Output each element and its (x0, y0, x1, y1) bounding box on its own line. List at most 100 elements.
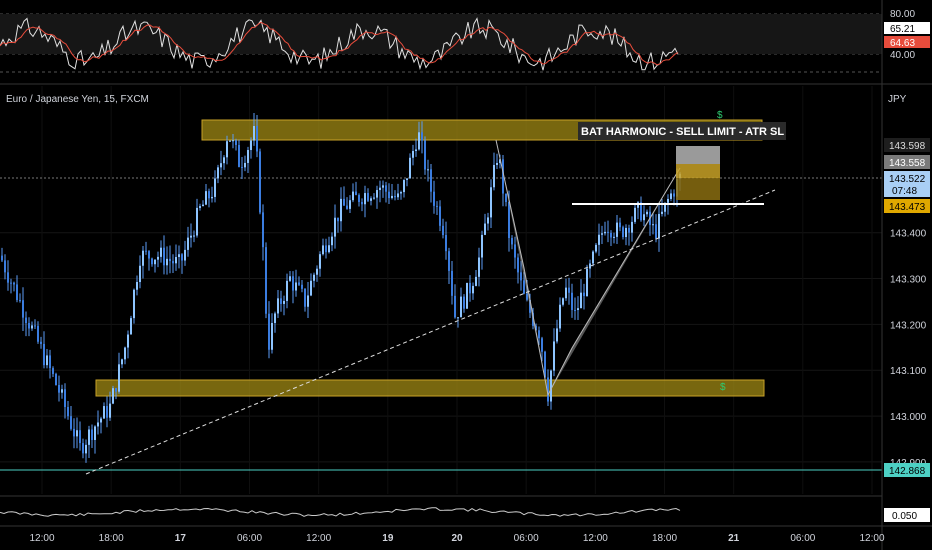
x-tick-label: 18:00 (99, 533, 124, 544)
candle-body (292, 276, 294, 291)
candle-body (373, 197, 375, 199)
candle-body (61, 389, 63, 393)
candle-body (268, 313, 270, 350)
candle-body (289, 276, 291, 281)
candle-body (16, 284, 18, 301)
candle-body (166, 258, 168, 266)
target-box[interactable] (676, 178, 720, 200)
rsi-value-badge: 65.21 (890, 24, 915, 35)
candle-body (535, 325, 537, 331)
candle-body (394, 195, 396, 198)
candle-body (190, 235, 192, 238)
candle-body (199, 206, 201, 208)
candle-body (331, 236, 333, 246)
candle-body (622, 227, 624, 238)
candle-body (256, 126, 258, 152)
candle-body (187, 237, 189, 250)
bat-harmonic-pattern[interactable] (495, 139, 681, 397)
candle-body (94, 426, 96, 440)
candle-body (232, 140, 234, 142)
candle-body (397, 193, 399, 198)
candle-body (547, 377, 549, 402)
candle-body (583, 292, 585, 297)
candle-body (670, 193, 672, 199)
candle-body (13, 282, 15, 285)
rsi-pane (0, 13, 882, 73)
candle-body (103, 406, 105, 419)
candle-body (481, 234, 483, 258)
currency-label: JPY (888, 94, 907, 105)
candle-body (415, 149, 417, 152)
pattern-outline (495, 139, 681, 397)
candle-body (31, 325, 33, 329)
candle-body (562, 298, 564, 305)
candle-body (70, 416, 72, 429)
candle-body (433, 191, 435, 206)
y-tick-label: 143.100 (890, 366, 927, 377)
candle-body (625, 227, 627, 238)
candle-body (313, 274, 315, 281)
time-axis[interactable]: 12:00 18:00 17 06:00 12:00 19 20 06:00 12:00 18:0… (29, 533, 884, 544)
candle-body (523, 280, 525, 294)
dollar-marker-bottom: $ (720, 382, 726, 393)
candle-body (430, 169, 432, 192)
trend-line[interactable] (85, 189, 776, 475)
candle-body (295, 282, 297, 291)
candle-body (490, 187, 492, 218)
candle-body (448, 251, 450, 271)
candle-body (418, 132, 420, 150)
candle-body (391, 195, 393, 199)
candle-body (172, 261, 174, 264)
candle-body (352, 191, 354, 201)
countdown-badge: 07:48 (892, 186, 917, 197)
symbol-title: Euro / Japanese Yen, 15, FXCM (6, 94, 149, 105)
candle-body (592, 251, 594, 264)
candle-body (55, 373, 57, 386)
candle-body (574, 309, 576, 311)
candle-body (127, 334, 129, 348)
candle-body (445, 235, 447, 252)
candle-body (136, 282, 138, 290)
candle-body (151, 258, 153, 265)
candle-body (502, 159, 504, 194)
candle-body (349, 200, 351, 209)
candle-body (442, 225, 444, 236)
candle-body (88, 429, 90, 445)
candle-body (577, 308, 579, 311)
candle-body (64, 389, 66, 407)
candle-body (193, 235, 195, 237)
candle-body (370, 198, 372, 201)
stop-loss-box[interactable] (676, 146, 720, 164)
volume-line (0, 507, 681, 517)
candle-body (49, 355, 51, 369)
candle-body (46, 355, 48, 366)
candle-body (85, 444, 87, 454)
entry-box[interactable] (676, 164, 720, 178)
rsi-level-upper: 80.00 (890, 9, 915, 20)
candle-body (526, 293, 528, 300)
candle-body (673, 193, 675, 197)
candle-body (631, 221, 633, 233)
candle-body (169, 258, 171, 262)
candle-body (223, 157, 225, 164)
support-zone[interactable] (95, 379, 765, 397)
candle-body (43, 343, 45, 366)
candle-body (220, 163, 222, 168)
candle-body (58, 385, 60, 393)
candle-body (493, 164, 495, 188)
candle-body (124, 347, 126, 360)
candle-body (556, 328, 558, 342)
candle-body (250, 140, 252, 151)
candle-body (604, 231, 606, 234)
candle-body (475, 276, 477, 286)
candle-body (457, 317, 459, 319)
candle-body (148, 251, 150, 259)
candle-body (175, 257, 177, 264)
candle-body (178, 254, 180, 258)
y-tick-label: 143.000 (890, 412, 927, 423)
candle-body (283, 300, 285, 304)
x-tick-label: 12:00 (859, 533, 884, 544)
candle-body (244, 162, 246, 168)
candle-body (646, 211, 648, 215)
